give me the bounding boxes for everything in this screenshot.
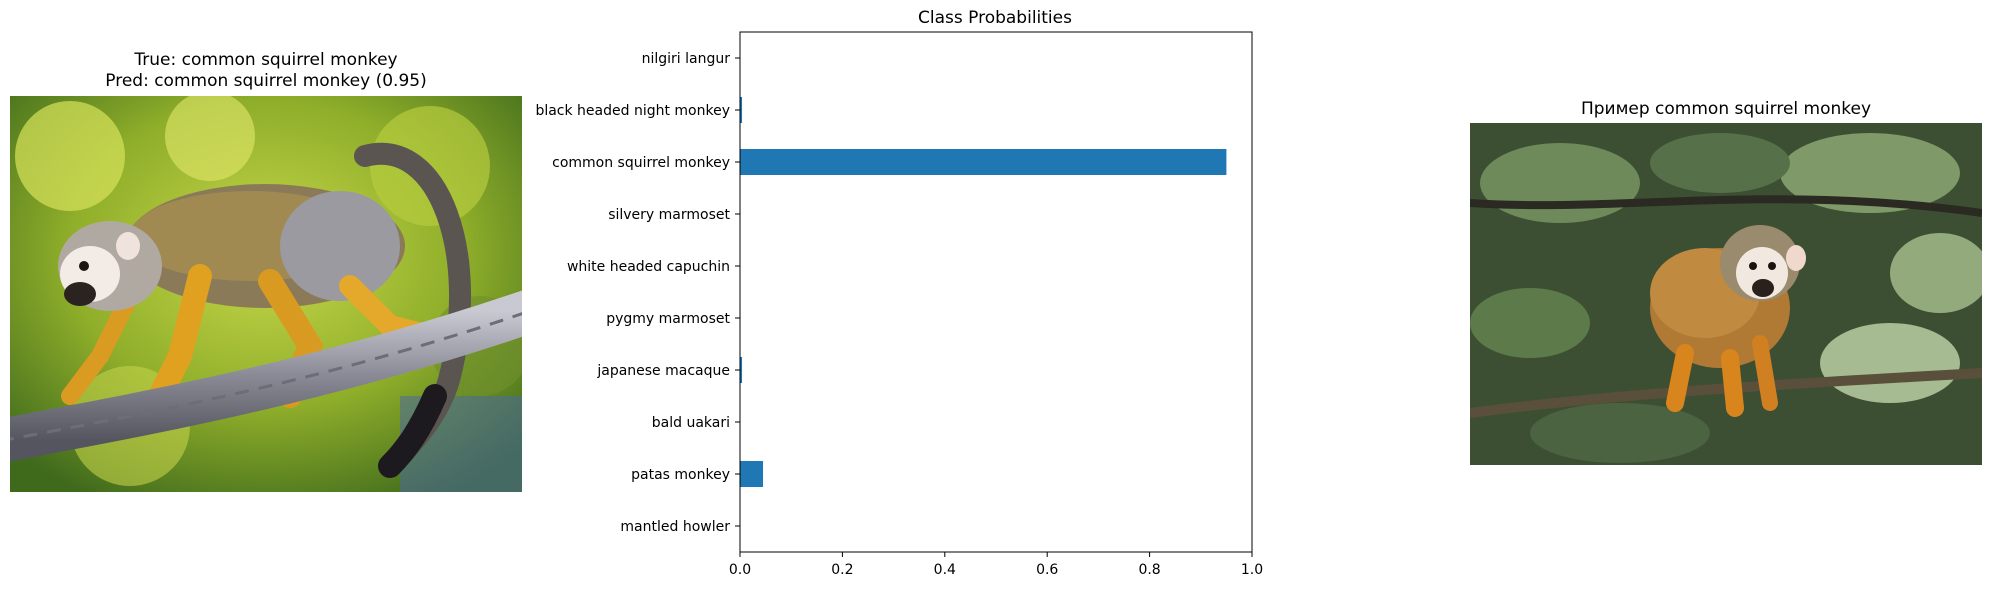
bar-common-squirrel-monkey	[740, 149, 1227, 175]
category-label: mantled howler	[620, 519, 730, 535]
category-label: nilgiri langur	[642, 51, 731, 67]
bar-japanese-macaque	[740, 357, 743, 383]
x-tick-label: 0.0	[729, 562, 751, 578]
category-label: black headed night monkey	[535, 103, 730, 119]
category-label: japanese macaque	[596, 363, 730, 379]
bar-patas-monkey	[740, 461, 764, 487]
category-label: patas monkey	[631, 467, 730, 483]
left-image-title-line2: Pred: common squirrel monkey (0.95)	[105, 71, 427, 91]
x-tick-label: 0.2	[831, 562, 853, 578]
chart-title: Class Probabilities	[918, 8, 1072, 28]
category-label: white headed capuchin	[567, 259, 730, 275]
category-label: pygmy marmoset	[606, 311, 730, 327]
squirrel-monkey-rope-image	[10, 96, 522, 492]
category-label: bald uakari	[652, 415, 730, 431]
right-image-title: Пример common squirrel monkey	[1580, 99, 1872, 119]
left-image-title-line1: True: common squirrel monkey	[134, 50, 398, 70]
x-tick-label: 0.8	[1138, 562, 1160, 578]
category-label: common squirrel monkey	[552, 155, 730, 171]
bar-black-headed-night-monkey	[740, 97, 743, 123]
x-tick-label: 0.4	[934, 562, 956, 578]
x-tick-label: 1.0	[1241, 562, 1263, 578]
x-tick-label: 0.6	[1036, 562, 1058, 578]
bars-group	[740, 97, 1227, 487]
plot-axes-frame	[739, 31, 1253, 553]
category-labels-group: nilgiri langur black headed night monkey c…	[535, 51, 740, 535]
category-label: silvery marmoset	[608, 207, 730, 223]
squirrel-monkey-branch-image	[1470, 123, 1982, 465]
x-ticks-group: 0.0 0.2 0.4 0.6 0.8 1.0	[729, 552, 1263, 578]
